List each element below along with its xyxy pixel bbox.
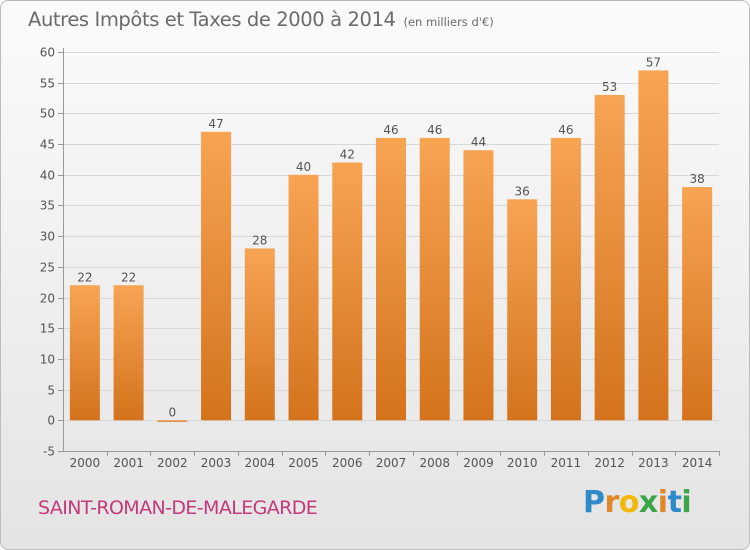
y-tick-label: 50 [40, 107, 55, 121]
bar-2008 [419, 137, 450, 421]
x-tick-label-2002: 2002 [157, 456, 188, 470]
bar-2002 [157, 420, 188, 422]
value-label-2001: 22 [121, 270, 136, 284]
commune-name: SAINT-ROMAN-DE-MALEGARDE [38, 497, 318, 519]
value-label-2006: 42 [340, 147, 355, 161]
x-tick-label-2009: 2009 [463, 456, 494, 470]
logo-letter: i [657, 485, 668, 520]
y-tick-label: 35 [40, 199, 55, 213]
value-label-2011: 46 [558, 123, 573, 137]
logo-letter: x [638, 485, 658, 520]
x-tick-label-2001: 2001 [113, 456, 144, 470]
value-label-2012: 53 [602, 80, 617, 94]
y-tick-label: 40 [40, 169, 55, 183]
logo-letter: r [604, 485, 620, 520]
value-label-2002: 0 [169, 405, 177, 419]
bars [69, 70, 713, 422]
y-tick-label: 60 [40, 46, 55, 60]
x-tick-label-2011: 2011 [551, 456, 582, 470]
chart-title-block: Autres Impôts et Taxes de 2000 à 2014 (en… [28, 8, 494, 31]
bar-2000 [69, 285, 100, 421]
value-label-2007: 46 [383, 123, 398, 137]
x-tick-label-2008: 2008 [419, 456, 450, 470]
logo-letter: i [681, 485, 692, 520]
value-label-2003: 47 [208, 117, 223, 131]
y-tick-label: -5 [43, 445, 55, 459]
value-label-2000: 22 [77, 270, 92, 284]
x-tick-label-2014: 2014 [682, 456, 713, 470]
bar-2013 [638, 70, 669, 421]
value-label-2013: 57 [646, 55, 661, 69]
bar-2009 [463, 150, 494, 421]
x-tick-label-2012: 2012 [594, 456, 625, 470]
bar-2012 [594, 94, 625, 421]
y-tick-label: 55 [40, 77, 55, 91]
y-tick-label: 0 [47, 414, 55, 428]
y-tick-label: 30 [40, 230, 55, 244]
value-label-2014: 38 [689, 172, 704, 186]
bar-2001 [113, 285, 144, 421]
value-label-2009: 44 [471, 135, 486, 149]
x-tick-label-2004: 2004 [245, 456, 276, 470]
bar-2004 [244, 248, 275, 421]
logo-letter: o [618, 485, 640, 520]
x-tick-label-2013: 2013 [638, 456, 669, 470]
y-tick-label: 20 [40, 292, 55, 306]
value-label-2008: 46 [427, 123, 442, 137]
value-label-2010: 36 [515, 184, 530, 198]
x-tick-label-2010: 2010 [507, 456, 538, 470]
y-tick-label: 5 [47, 384, 55, 398]
x-tick-label-2007: 2007 [376, 456, 407, 470]
value-label-2004: 28 [252, 233, 267, 247]
bar-2007 [376, 137, 406, 421]
value-label-2005: 40 [296, 160, 311, 174]
x-tick-label-2006: 2006 [332, 456, 363, 470]
bar-2011 [550, 137, 581, 421]
proxiti-logo: Proxiti [583, 485, 692, 520]
chart-unit: (en milliers d'€) [403, 15, 494, 29]
bar-2010 [507, 199, 538, 421]
logo-letter: P [583, 485, 605, 520]
x-tick-label-2005: 2005 [288, 456, 319, 470]
bar-2003 [201, 131, 232, 421]
value-labels: 22 22 0 47 28 40 42 46 46 44 36 46 53 57 38 [77, 55, 705, 419]
y-tick-label: 45 [40, 138, 55, 152]
chart-title: Autres Impôts et Taxes de 2000 à 2014 [28, 8, 396, 31]
bar-2005 [288, 174, 319, 421]
bar-2014 [682, 187, 713, 421]
y-tick-label: 10 [40, 353, 55, 367]
logo-letter: t [667, 485, 682, 520]
y-tick-label: 15 [40, 322, 55, 336]
y-tick-label: 25 [40, 261, 55, 275]
x-tick-label-2003: 2003 [201, 456, 232, 470]
bar-2006 [332, 162, 363, 421]
x-tick-label-2000: 2000 [70, 456, 101, 470]
axes: -5 0 5 10 15 20 25 30 35 40 45 50 55 60 2000 2001 2002 20… [40, 46, 720, 470]
